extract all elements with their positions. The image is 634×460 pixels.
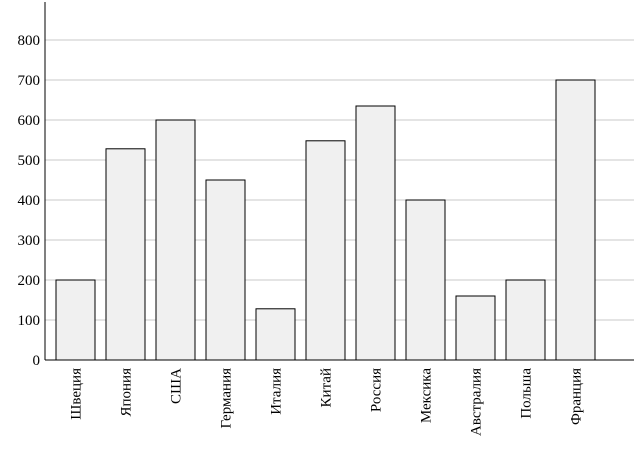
bar bbox=[205, 179, 246, 361]
x-tick-label: Китай bbox=[319, 368, 335, 407]
y-tick-label: 100 bbox=[18, 313, 41, 329]
y-tick-label: 200 bbox=[18, 273, 41, 289]
bar bbox=[105, 148, 146, 361]
bar bbox=[255, 308, 296, 361]
bar bbox=[155, 119, 196, 361]
x-tick-label: Германия bbox=[219, 368, 235, 429]
y-tick-label: 500 bbox=[18, 153, 41, 169]
y-tick-label: 0 bbox=[33, 353, 41, 369]
x-tick-label: Франция bbox=[569, 368, 585, 425]
y-tick-label: 400 bbox=[18, 193, 41, 209]
y-tick-label: 300 bbox=[18, 233, 41, 249]
x-tick-label: Мексика bbox=[419, 368, 435, 423]
x-tick-label: Швеция bbox=[69, 368, 85, 420]
bar bbox=[405, 199, 446, 361]
x-tick-label: Польша bbox=[519, 368, 535, 419]
bar bbox=[355, 105, 396, 361]
y-tick-label: 800 bbox=[18, 33, 41, 49]
bar bbox=[455, 295, 496, 361]
x-tick-label: Япония bbox=[119, 368, 135, 417]
y-tick-label: 700 bbox=[18, 73, 41, 89]
x-tick-label: Россия bbox=[369, 368, 385, 412]
x-tick-label: США bbox=[169, 368, 185, 404]
x-tick-label: Австралия bbox=[469, 368, 485, 436]
bar bbox=[305, 140, 346, 361]
x-tick-label: Италия bbox=[269, 368, 285, 415]
bar bbox=[555, 79, 596, 361]
y-tick-label: 600 bbox=[18, 113, 41, 129]
bar bbox=[505, 279, 546, 361]
bar bbox=[55, 279, 96, 361]
